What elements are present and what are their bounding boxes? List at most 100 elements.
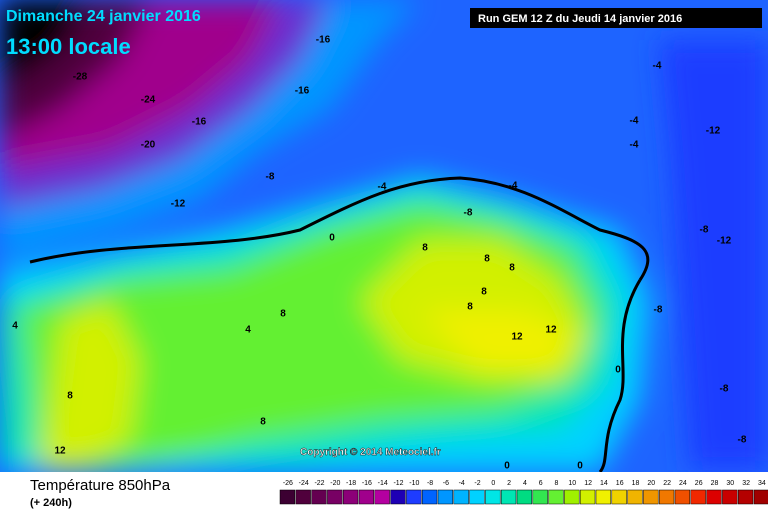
legend-swatch	[437, 489, 454, 505]
contour-label: -8	[654, 305, 663, 316]
legend-swatch	[706, 489, 722, 505]
zero-contour	[29, 176, 650, 281]
legend-swatch	[722, 489, 738, 505]
legend-tick-label: 12	[584, 480, 592, 487]
contour-label: 4	[12, 321, 18, 332]
field-title: Température 850hPa	[30, 477, 171, 494]
contour-label: -4	[378, 182, 387, 193]
legend-tick-label: 14	[600, 480, 608, 487]
legend-tick-label: -8	[427, 480, 433, 487]
legend-tick-label: 22	[663, 480, 671, 487]
legend-swatch	[579, 489, 596, 505]
legend-tick-label: -20	[330, 480, 340, 487]
legend-tick-label: 32	[742, 480, 750, 487]
contour-label: 0	[504, 461, 510, 472]
legend-tick-label: 34	[758, 480, 766, 487]
legend-swatch	[737, 489, 754, 505]
legend-tick-label: -24	[299, 480, 309, 487]
legend-tick-label: 0	[491, 480, 495, 487]
contour-label: 8	[67, 391, 73, 402]
contour-label: 8	[481, 287, 487, 298]
contour-label: -4	[630, 140, 639, 151]
legend-swatch	[564, 489, 580, 505]
legend-swatch	[469, 489, 485, 505]
contour-label: 0	[577, 461, 583, 472]
legend-tick-label: -18	[346, 480, 356, 487]
legend-swatch	[753, 489, 768, 505]
legend-tick-label: 28	[711, 480, 719, 487]
contour-label: -12	[706, 126, 721, 137]
contour-label: -16	[192, 117, 207, 128]
contour-label: -8	[700, 225, 709, 236]
map-date: Dimanche 24 janvier 2016	[6, 8, 201, 25]
legend-swatch	[390, 489, 406, 505]
legend-swatch	[532, 489, 548, 505]
legend-swatch	[406, 489, 422, 505]
copyright: Copyright © 2014 Meteociel.fr	[300, 447, 441, 458]
legend-swatch	[595, 489, 612, 505]
run-info: Run GEM 12 Z du Jeudi 14 janvier 2016	[478, 13, 682, 25]
contour-label: 0	[615, 365, 621, 376]
legend-tick-label: 4	[523, 480, 527, 487]
legend-tick-label: 20	[647, 480, 655, 487]
legend-swatch	[658, 489, 675, 505]
legend-swatch	[279, 489, 296, 505]
legend-tick-label: 6	[539, 480, 543, 487]
legend-swatch	[358, 489, 375, 505]
legend-tick-label: 10	[568, 480, 576, 487]
contour-label: -16	[316, 35, 331, 46]
contour-label: 8	[260, 417, 266, 428]
contour-label: -4	[630, 116, 639, 127]
legend-tick-label: -4	[459, 480, 465, 487]
legend-swatch	[500, 489, 517, 505]
legend-tick-label: 18	[632, 480, 640, 487]
temperature-field	[0, 0, 768, 472]
contour-label: -8	[266, 172, 275, 183]
legend-swatch	[374, 489, 390, 505]
legend-tick-label: 2	[507, 480, 511, 487]
legend-tick-label: -2	[474, 480, 480, 487]
contour-labels: -28-24-20-16-16-16-12-8-40488128-4-4-4-4…	[12, 35, 747, 472]
contour-label: 8	[484, 254, 490, 265]
contour-label: -12	[171, 199, 186, 210]
legend-tick-label: -6	[443, 480, 449, 487]
legend-swatch	[421, 489, 438, 505]
legend-swatch	[342, 489, 359, 505]
legend-tick-label: 24	[679, 480, 687, 487]
contour-label: 12	[511, 332, 523, 343]
legend-swatch	[295, 489, 311, 505]
contour-label: -12	[717, 236, 732, 247]
contour-label: 12	[545, 325, 557, 336]
legend-swatch	[311, 489, 327, 505]
zero-contour	[598, 279, 642, 473]
legend-swatch	[611, 489, 627, 505]
legend-tick-label: -12	[393, 480, 403, 487]
legend-swatch	[674, 489, 691, 505]
legend-tick-label: 8	[555, 480, 559, 487]
legend-tick-label: 30	[726, 480, 734, 487]
legend-tick-label: -16	[362, 480, 372, 487]
contour-label: -28	[73, 72, 88, 83]
map-time: 13:00 locale	[6, 34, 131, 59]
contour-label: -4	[509, 181, 518, 192]
color-legend: -26 -24 -22 -20 -18 -16 -14 -12 -10 -8 -6 -4 -2 0 2 4 6 8…	[279, 480, 768, 505]
legend-tick-label: -26	[283, 480, 293, 487]
contour-label: 4	[245, 325, 251, 336]
contour-label: -4	[653, 61, 662, 72]
legend-tick-label: -22	[314, 480, 324, 487]
contour-label: 8	[422, 243, 428, 254]
contour-label: -8	[464, 208, 473, 219]
legend-tick-label: 26	[695, 480, 703, 487]
legend-swatch	[453, 489, 469, 505]
legend-swatch	[516, 489, 533, 505]
contour-label: -24	[141, 95, 156, 106]
legend-tick-label: 16	[616, 480, 624, 487]
contour-label: 12	[54, 446, 66, 457]
contour-label: 8	[467, 302, 473, 313]
contour-label: -20	[141, 140, 156, 151]
contour-label: -16	[295, 86, 310, 97]
contour-label: -8	[720, 384, 729, 395]
contour-label: 8	[509, 263, 515, 274]
contour-label: -8	[738, 435, 747, 446]
